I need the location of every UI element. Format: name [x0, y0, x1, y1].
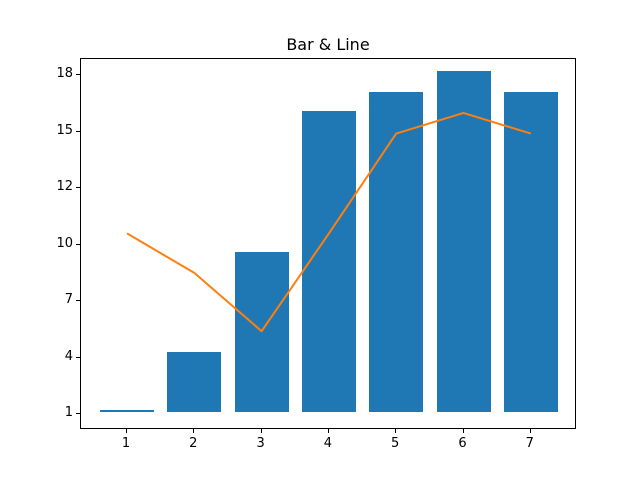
y-tick-mark [76, 74, 80, 76]
bar [301, 110, 356, 412]
y-tick-label: 15 [56, 122, 73, 138]
x-tick-mark [193, 429, 195, 433]
bar [100, 410, 154, 412]
y-tick-mark [76, 300, 80, 302]
y-tick-label: 1 [64, 405, 73, 420]
x-tick-mark [327, 429, 329, 433]
y-tick-mark [76, 413, 80, 414]
x-tick-mark [126, 429, 127, 433]
x-tick-label: 6 [458, 436, 467, 451]
y-tick-label: 7 [64, 292, 73, 308]
y-tick-label: 18 [56, 66, 73, 82]
y-tick-label: 12 [56, 179, 73, 195]
x-tick-label: 4 [323, 436, 333, 451]
y-tick-label: 4 [64, 348, 73, 364]
x-tick-mark [529, 429, 531, 433]
y-tick-mark [76, 130, 80, 132]
line-path [126, 111, 532, 333]
bar [369, 92, 424, 412]
bar [436, 71, 491, 412]
bar [503, 92, 558, 412]
x-tick-label: 1 [121, 436, 131, 451]
x-tick-label: 3 [256, 436, 265, 451]
line-series [126, 111, 532, 333]
x-tick-mark [260, 429, 262, 433]
y-tick-mark [76, 187, 80, 189]
bar [167, 351, 222, 412]
x-tick-mark [395, 429, 397, 433]
x-tick-label: 5 [391, 436, 400, 451]
x-tick-label: 7 [525, 436, 534, 451]
x-tick-label: 2 [189, 436, 198, 451]
y-tick-mark [76, 356, 80, 358]
chart-title: Bar & Line [286, 35, 370, 54]
x-tick-mark [462, 429, 464, 433]
plot-area [80, 58, 576, 429]
y-tick-mark [76, 243, 80, 245]
y-tick-label: 10 [56, 235, 73, 251]
